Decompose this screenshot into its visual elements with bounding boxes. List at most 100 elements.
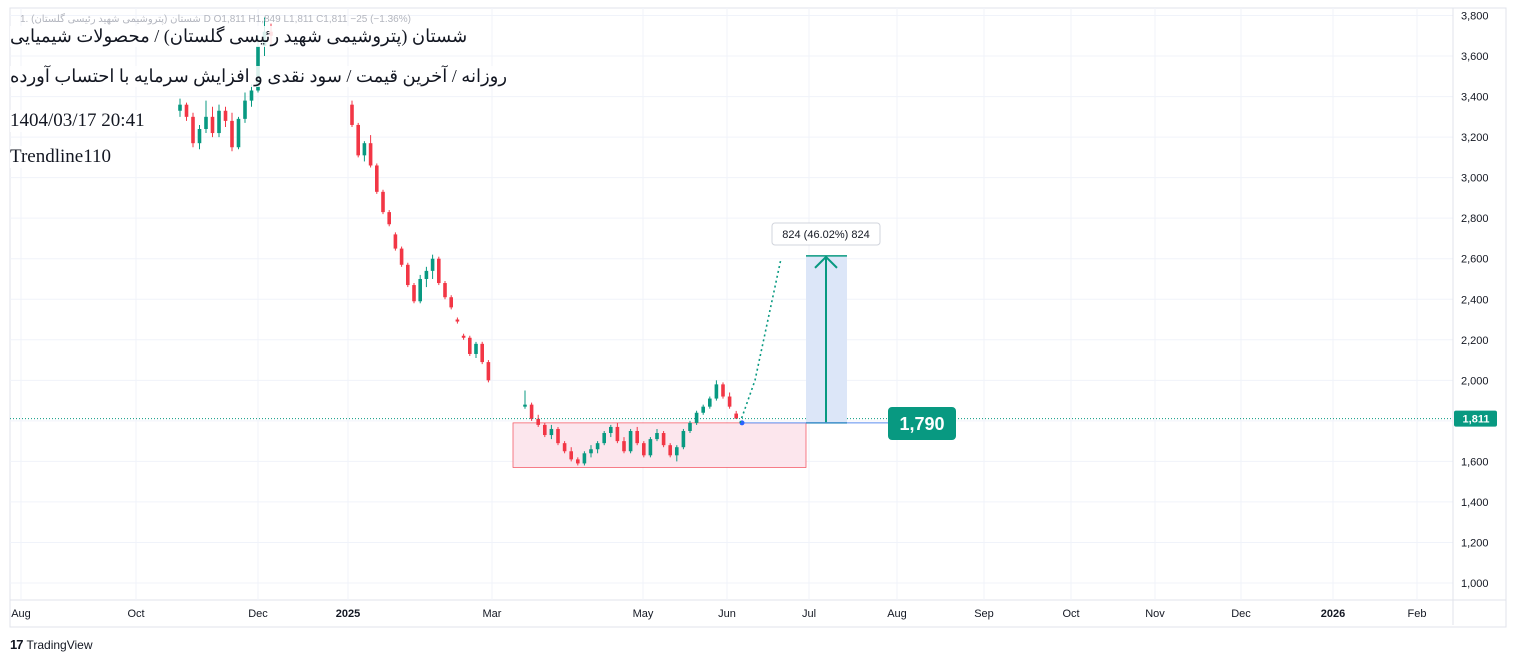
candle bbox=[615, 422, 620, 444]
candle-body bbox=[675, 447, 679, 456]
y-tick-label: 1,200 bbox=[1461, 537, 1489, 549]
candle bbox=[668, 443, 672, 458]
candle-body bbox=[486, 362, 491, 381]
last-price-badge bbox=[1454, 410, 1497, 427]
candle bbox=[661, 430, 666, 448]
candle-body bbox=[399, 248, 404, 265]
x-tick-label: Sep bbox=[974, 608, 994, 620]
candle bbox=[356, 122, 360, 158]
candle bbox=[582, 451, 587, 466]
candle-body bbox=[549, 428, 554, 436]
candle bbox=[536, 414, 540, 427]
y-tick-label: 2,400 bbox=[1461, 294, 1489, 306]
tradingview-logo-text: TradingView bbox=[26, 637, 93, 652]
candle-body bbox=[230, 120, 234, 148]
y-tick-label: 2,800 bbox=[1461, 213, 1489, 225]
candle-body bbox=[734, 413, 738, 419]
candle bbox=[236, 116, 241, 150]
y-tick-label: 3,000 bbox=[1461, 173, 1489, 185]
candle bbox=[217, 104, 221, 138]
y-tick-label: 3,800 bbox=[1461, 11, 1489, 23]
candle-body bbox=[455, 319, 460, 322]
candle-body bbox=[474, 343, 478, 354]
candle-body bbox=[569, 451, 573, 460]
candle bbox=[562, 441, 567, 454]
projection-path bbox=[739, 258, 782, 424]
candle bbox=[362, 141, 367, 162]
candle-body bbox=[362, 143, 367, 156]
candle-body bbox=[356, 124, 360, 156]
candle bbox=[455, 317, 460, 324]
candle bbox=[576, 457, 580, 466]
candle-body bbox=[714, 384, 719, 399]
candle-body bbox=[406, 264, 410, 286]
candle-body bbox=[628, 430, 633, 452]
candle bbox=[589, 445, 593, 458]
tradingview-logo-icon: 17 bbox=[10, 637, 24, 652]
candle-body bbox=[701, 406, 705, 413]
candle bbox=[230, 112, 234, 152]
candle bbox=[688, 420, 692, 434]
candle-body bbox=[375, 165, 379, 192]
candle-body bbox=[197, 129, 202, 144]
y-tick-label: 2,000 bbox=[1461, 375, 1489, 387]
candle-body bbox=[582, 453, 587, 464]
candle bbox=[399, 246, 404, 267]
x-tick-label: Jul bbox=[802, 608, 816, 620]
x-tick-label: Dec bbox=[248, 608, 268, 620]
candle-body bbox=[543, 424, 547, 436]
candle bbox=[655, 428, 659, 442]
candle-body bbox=[688, 422, 692, 431]
candle bbox=[694, 410, 699, 425]
watermark-brand: Trendline110 bbox=[10, 146, 111, 168]
candle bbox=[178, 98, 182, 117]
chart-title: شستان (پتروشیمی شهید رئیسی گلستان) / محص… bbox=[10, 26, 468, 47]
y-tick-label: 2,200 bbox=[1461, 335, 1489, 347]
candle-body bbox=[668, 445, 672, 456]
candle bbox=[714, 380, 719, 401]
x-tick-label: Feb bbox=[1408, 608, 1427, 620]
target-badge bbox=[888, 407, 956, 440]
candle-body bbox=[350, 104, 354, 125]
candle bbox=[424, 266, 429, 288]
candle-body bbox=[523, 404, 527, 407]
y-tick-label: 3,600 bbox=[1461, 51, 1489, 63]
x-tick-label: Oct bbox=[127, 608, 144, 620]
candle bbox=[642, 441, 646, 458]
candle bbox=[243, 92, 247, 123]
candle-body bbox=[236, 118, 241, 148]
x-tick-label: Aug bbox=[887, 608, 907, 620]
tradingview-logo[interactable]: 17 TradingView bbox=[10, 637, 93, 652]
x-tick-label: May bbox=[633, 608, 654, 620]
candle bbox=[468, 335, 472, 356]
candle-body bbox=[184, 104, 189, 117]
candle bbox=[486, 360, 491, 383]
candle bbox=[406, 262, 410, 288]
candle-body bbox=[178, 104, 182, 111]
candle bbox=[191, 112, 195, 148]
candle bbox=[430, 254, 435, 279]
candle bbox=[635, 426, 639, 446]
chart-datetime: 1404/03/17 20:41 bbox=[10, 110, 145, 132]
candle-body bbox=[536, 418, 540, 425]
candle-body bbox=[635, 430, 639, 444]
candle bbox=[675, 445, 679, 462]
ohlc-legend: 1. شستان (پتروشیمی شهید رئیسی گلستان) D … bbox=[20, 14, 411, 25]
chart-subtitle: روزانه / آخرین قیمت / سود نقدی و افزایش … bbox=[10, 66, 508, 87]
candle bbox=[381, 189, 385, 215]
candle bbox=[556, 426, 560, 446]
y-tick-label: 3,400 bbox=[1461, 92, 1489, 104]
candle-body bbox=[243, 100, 247, 119]
last-price-label: 1,811 bbox=[1463, 414, 1490, 426]
candle bbox=[210, 106, 215, 138]
x-tick-label: Oct bbox=[1062, 608, 1079, 620]
candle bbox=[387, 210, 391, 227]
candle bbox=[418, 274, 422, 304]
candle-body bbox=[430, 258, 435, 271]
candle bbox=[480, 341, 484, 365]
measure-arrow-head bbox=[814, 255, 838, 269]
candle bbox=[449, 295, 453, 310]
candle bbox=[628, 428, 633, 454]
candle bbox=[249, 84, 254, 107]
